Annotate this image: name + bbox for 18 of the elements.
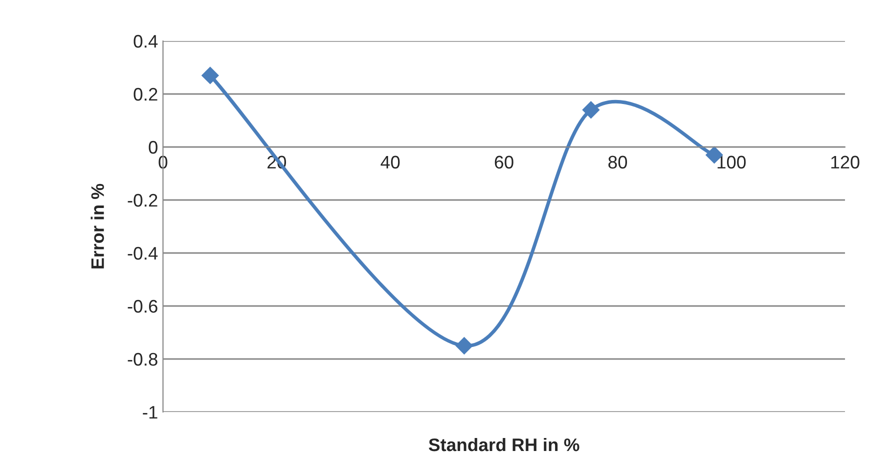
y-tick-label: 0.4 xyxy=(134,34,158,48)
y-tick-label: 0.2 xyxy=(134,88,158,101)
y-axis-title: Error in % xyxy=(90,184,104,268)
y-tick-label: -0.4 xyxy=(128,246,158,260)
y-tick-label: 0 xyxy=(148,140,158,154)
x-tick-label: 120 xyxy=(831,156,860,169)
point xyxy=(202,66,219,84)
x-tick-label: 60 xyxy=(494,156,514,169)
x-tick-label: 40 xyxy=(380,156,400,169)
x-tick-label: 100 xyxy=(718,156,746,169)
y-tick-label: -1 xyxy=(142,406,158,419)
point xyxy=(582,101,600,118)
x-tick-label: 80 xyxy=(608,156,628,169)
x-axis-title: Standard RH in % xyxy=(428,438,580,452)
y-tick-label: -0.6 xyxy=(128,300,158,313)
point xyxy=(456,337,473,354)
y-tick-label: -0.2 xyxy=(128,194,158,207)
y-tick-label: -0.8 xyxy=(128,352,158,366)
